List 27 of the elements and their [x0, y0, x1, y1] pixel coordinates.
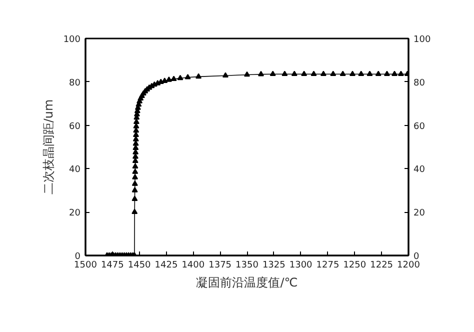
x-tick-label: 1500: [74, 260, 98, 270]
x-tick-label: 1275: [316, 260, 340, 270]
y2-tick-label: 20: [414, 208, 426, 219]
x-tick-label: 1325: [262, 260, 286, 270]
x-axis-title: 凝固前沿温度值/℃: [196, 276, 298, 290]
y2-tick-label: 100: [414, 35, 431, 45]
y-tick-label: 20: [69, 208, 81, 219]
x-tick-label: 1375: [208, 260, 232, 270]
y-tick-label: 0: [74, 252, 81, 262]
y2-tick-label: 40: [414, 165, 426, 176]
y-axis-title: 二次枝晶间距/um: [41, 99, 56, 195]
x-tick-label: 1425: [154, 260, 178, 270]
x-tick-label: 1225: [370, 260, 394, 270]
x-tick-label: 1400: [182, 260, 205, 270]
y-tick-label: 40: [69, 165, 81, 176]
x-tick-label: 1450: [128, 260, 152, 270]
y-tick-label: 60: [69, 122, 81, 132]
y-tick-label: 100: [63, 35, 81, 45]
x-tick-label: 1350: [236, 260, 259, 270]
x-tick-label: 1475: [100, 260, 124, 270]
x-tick-label: 1200: [397, 260, 420, 270]
x-tick-label: 1250: [343, 260, 366, 270]
y2-tick-label: 0: [414, 252, 420, 262]
x-tick-label: 1300: [289, 260, 313, 270]
y-tick-label: 80: [69, 78, 81, 88]
y2-tick-label: 60: [414, 122, 426, 132]
y2-tick-label: 80: [414, 78, 426, 88]
